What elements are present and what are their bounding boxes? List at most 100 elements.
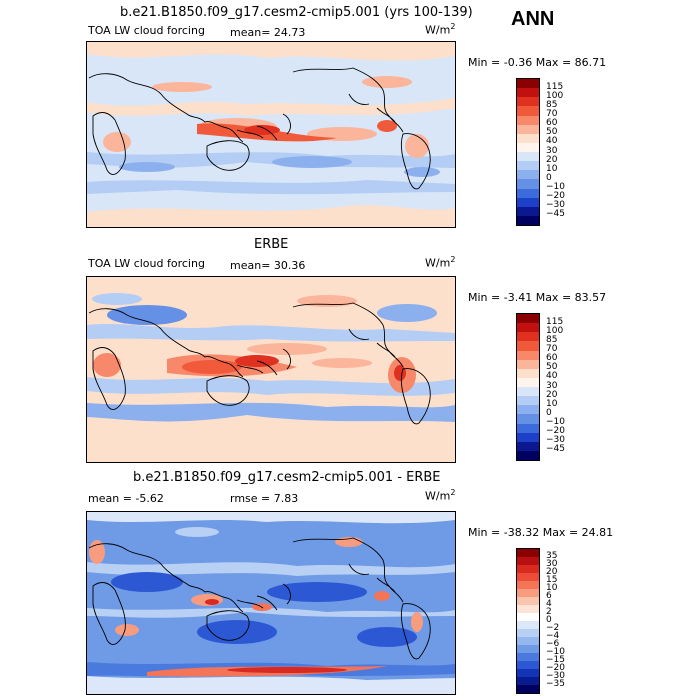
colorbar-swatch bbox=[517, 323, 539, 333]
colorbar-level-label: 115 bbox=[546, 316, 564, 327]
colorbar-swatch bbox=[517, 581, 539, 589]
colorbar-level-label: 85 bbox=[546, 99, 558, 110]
colorbar-level-label: −30 bbox=[546, 435, 565, 446]
panel3-mean-value: -5.62 bbox=[135, 492, 164, 505]
colorbar-level-label: 50 bbox=[546, 127, 558, 138]
colorbar-swatch bbox=[517, 565, 539, 573]
panel1-map bbox=[86, 41, 456, 228]
colorbar-swatch bbox=[517, 396, 539, 406]
panel2-colorbar bbox=[516, 313, 540, 461]
colorbar-level-label: 20 bbox=[546, 566, 558, 577]
colorbar-swatch bbox=[517, 597, 539, 605]
panel1-mean-label: mean= bbox=[230, 26, 271, 39]
panel3-mean-label: mean = bbox=[88, 492, 132, 505]
colorbar-level-label: 115 bbox=[546, 81, 564, 92]
colorbar-level-label: −10 bbox=[546, 417, 565, 427]
panel2-units-exp: 2 bbox=[450, 255, 456, 264]
panel1-units-base: W/m bbox=[425, 23, 451, 37]
colorbar-level-label: −4 bbox=[546, 630, 560, 641]
colorbar-swatch bbox=[517, 179, 539, 189]
colorbar-level-label: 30 bbox=[546, 558, 558, 569]
colorbar-level-label: −20 bbox=[546, 426, 565, 437]
colorbar-level-label: −2 bbox=[546, 622, 560, 633]
colorbar-level-label: 85 bbox=[546, 334, 558, 345]
panel2-units-base: W/m bbox=[425, 256, 451, 270]
colorbar-level-label: −10 bbox=[546, 182, 565, 192]
panel2-minmax: Min = -3.41 Max = 83.57 bbox=[468, 291, 606, 304]
colorbar-swatch bbox=[517, 669, 539, 677]
colorbar-level-label: 40 bbox=[546, 136, 558, 147]
colorbar-swatch bbox=[517, 133, 539, 143]
panel2-units: W/m2 bbox=[425, 255, 455, 270]
panel3-title: b.e21.B1850.f09_g17.cesm2-cmip5.001 - ER… bbox=[133, 470, 441, 485]
panel1-mean: mean= 24.73 bbox=[230, 26, 305, 39]
colorbar-swatch bbox=[517, 124, 539, 134]
colorbar-level-label: 35 bbox=[546, 550, 558, 561]
panel2-map bbox=[86, 276, 456, 463]
panel1-units: W/m2 bbox=[425, 22, 455, 37]
colorbar-swatch bbox=[517, 629, 539, 637]
panel2-mean-value: 30.36 bbox=[273, 259, 306, 272]
colorbar-swatch bbox=[517, 621, 539, 629]
colorbar-level-label: −20 bbox=[546, 191, 565, 202]
panel1-min-value: -0.36 bbox=[503, 56, 533, 69]
colorbar-level-label: −20 bbox=[546, 662, 565, 673]
panel1-map-svg bbox=[87, 42, 455, 227]
colorbar-level-label: 10 bbox=[546, 398, 558, 409]
panel3-units: W/m2 bbox=[425, 488, 455, 503]
panel3-units-exp: 2 bbox=[450, 488, 456, 497]
colorbar-swatch bbox=[517, 441, 539, 451]
colorbar-swatch bbox=[517, 314, 539, 324]
panel1-units-exp: 2 bbox=[450, 22, 456, 31]
colorbar-swatch bbox=[517, 88, 539, 98]
colorbar-level-label: 30 bbox=[546, 145, 558, 156]
colorbar-level-label: 40 bbox=[546, 371, 558, 382]
panel3-colorbar bbox=[516, 548, 540, 694]
panel2-variable: TOA LW cloud forcing bbox=[88, 257, 205, 270]
panel2-max-value: 83.57 bbox=[574, 291, 607, 304]
panel3-rmse-label: rmse = bbox=[230, 492, 271, 505]
panel3-max-label: Max = bbox=[542, 526, 579, 539]
panel3-max-value: 24.81 bbox=[581, 526, 614, 539]
colorbar-swatch bbox=[517, 142, 539, 152]
colorbar-level-label: −15 bbox=[546, 654, 565, 665]
colorbar-level-label: 4 bbox=[546, 598, 552, 609]
panel2-mean-label: mean= bbox=[230, 259, 271, 272]
panel1-mean-value: 24.73 bbox=[273, 26, 306, 39]
colorbar-level-label: 60 bbox=[546, 118, 558, 129]
colorbar-swatch bbox=[517, 97, 539, 107]
colorbar-swatch bbox=[517, 368, 539, 378]
colorbar-level-label: −30 bbox=[546, 670, 565, 681]
colorbar-swatch bbox=[517, 557, 539, 565]
panel1-title: b.e21.B1850.f09_g17.cesm2-cmip5.001 (yrs… bbox=[120, 5, 473, 20]
panel2-max-label: Max = bbox=[535, 291, 572, 304]
panel3-rmse-value: 7.83 bbox=[273, 492, 299, 505]
colorbar-swatch bbox=[517, 432, 539, 442]
colorbar-level-label: 15 bbox=[546, 574, 558, 585]
colorbar-level-label: 100 bbox=[546, 90, 564, 101]
colorbar-swatch bbox=[517, 387, 539, 397]
panel3-minmax: Min = -38.32 Max = 24.81 bbox=[468, 526, 613, 539]
colorbar-level-label: −10 bbox=[546, 646, 565, 657]
colorbar-level-label: 0 bbox=[546, 407, 552, 418]
colorbar-swatch bbox=[517, 685, 539, 693]
colorbar-level-label: −35 bbox=[546, 678, 565, 689]
colorbar-swatch bbox=[517, 206, 539, 216]
colorbar-swatch bbox=[517, 549, 539, 557]
colorbar-level-label: 10 bbox=[546, 163, 558, 174]
colorbar-swatch bbox=[517, 341, 539, 351]
colorbar-level-label: 60 bbox=[546, 353, 558, 364]
colorbar-level-label: 70 bbox=[546, 344, 558, 354]
colorbar-swatch bbox=[517, 79, 539, 89]
panel3-map bbox=[86, 511, 456, 695]
colorbar-swatch bbox=[517, 414, 539, 424]
colorbar-swatch bbox=[517, 653, 539, 661]
colorbar-swatch bbox=[517, 613, 539, 621]
panel3-mean: mean = -5.62 bbox=[88, 492, 164, 505]
colorbar-swatch bbox=[517, 215, 539, 225]
colorbar-level-label: −6 bbox=[546, 638, 560, 649]
panel1-colorbar bbox=[516, 78, 540, 226]
colorbar-swatch bbox=[517, 605, 539, 613]
colorbar-level-label: 10 bbox=[546, 582, 558, 593]
panel2-mean: mean= 30.36 bbox=[230, 259, 305, 272]
